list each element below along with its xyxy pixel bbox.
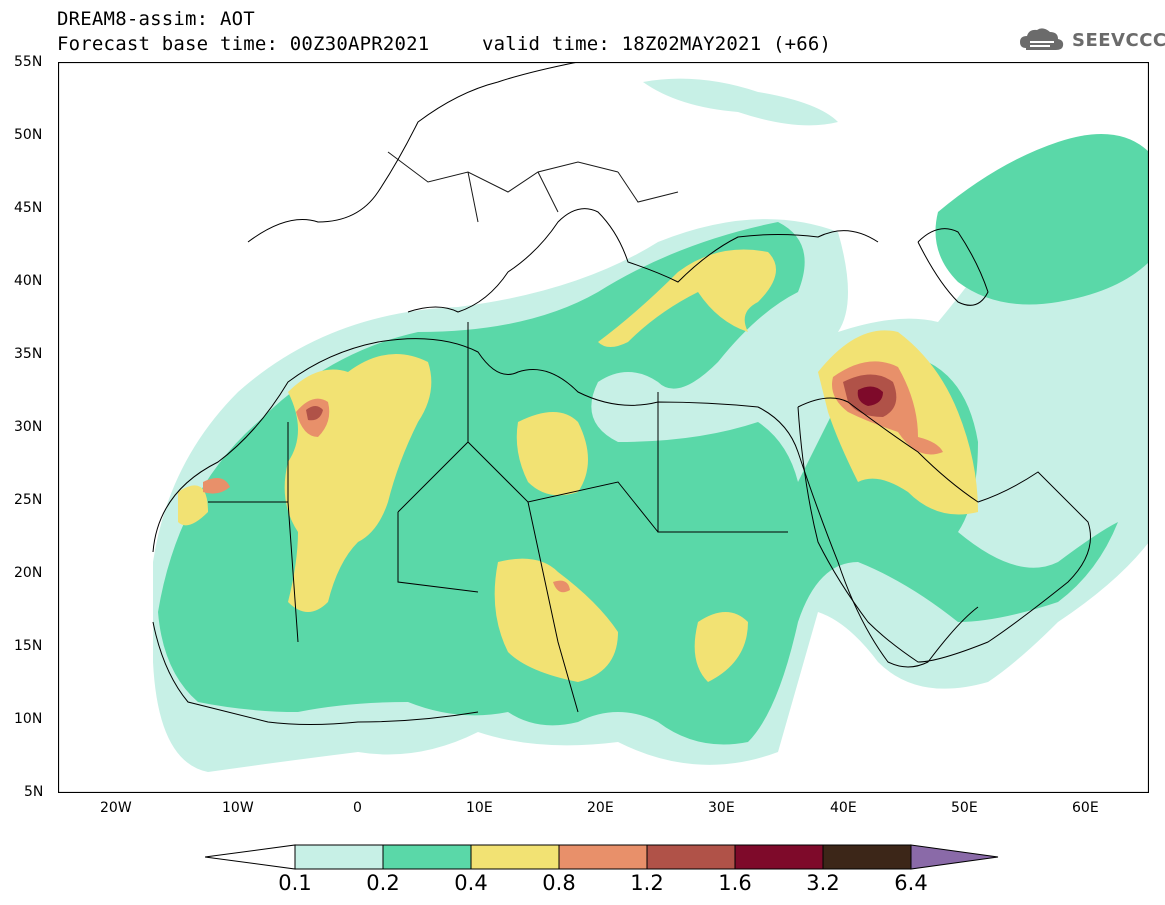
colorbar-swatch xyxy=(382,844,472,870)
lat-label: 45N xyxy=(14,200,43,216)
valid-time: valid time: 18Z02MAY2021 (+66) xyxy=(482,33,832,55)
colorbar-label: 1.6 xyxy=(718,871,752,895)
colorbar-label: 0.8 xyxy=(542,871,576,895)
lat-label: 30N xyxy=(14,419,43,435)
aot-level-0.8-mauritania xyxy=(203,478,230,494)
lon-label: 10E xyxy=(466,800,493,816)
coastline-africa xyxy=(152,338,979,668)
colorbar-swatch xyxy=(470,844,560,870)
aot-level-0.4-west xyxy=(178,485,208,526)
colorbar-swatch xyxy=(822,844,912,870)
border-egypt xyxy=(657,392,788,533)
colorbar-swatch xyxy=(294,844,384,870)
colorbar xyxy=(205,844,999,870)
aot-level-0.4-chad xyxy=(494,558,618,682)
colorbar-max-arrow xyxy=(910,844,999,870)
border-caspian xyxy=(917,228,989,306)
lon-label: 50E xyxy=(951,800,978,816)
colorbar-label: 3.2 xyxy=(806,871,840,895)
aot-level-0.1-north xyxy=(643,78,838,126)
colorbar-label: 0.4 xyxy=(454,871,488,895)
title-line-1: DREAM8-assim: AOT xyxy=(57,8,255,30)
forecast-base-time: Forecast base time: 00Z30APR2021 xyxy=(57,33,430,55)
colorbar-label: 6.4 xyxy=(894,871,928,895)
coastline-west-africa xyxy=(152,621,479,725)
aot-level-0.8-chad xyxy=(553,580,570,593)
lat-label: 5N xyxy=(24,784,44,800)
colorbar-label: 0.1 xyxy=(278,871,312,895)
aot-level-0.4-libya xyxy=(516,412,588,496)
aot-level-0.2 xyxy=(158,222,1118,745)
colorbar-swatch xyxy=(646,844,736,870)
colorbar-label: 1.2 xyxy=(630,871,664,895)
lat-label: 25N xyxy=(14,492,43,508)
lon-label: 20W xyxy=(100,800,132,816)
colorbar-swatch xyxy=(558,844,648,870)
colorbar-swatch xyxy=(734,844,824,870)
lat-label: 10N xyxy=(14,711,43,727)
aot-level-0.4-greece xyxy=(598,249,776,347)
lat-label: 35N xyxy=(14,346,43,362)
lat-label: 20N xyxy=(14,565,43,581)
lon-label: 30E xyxy=(708,800,735,816)
aot-level-0.2-east xyxy=(935,134,1149,305)
lon-label: 60E xyxy=(1072,800,1099,816)
coastline-europe xyxy=(247,62,879,313)
border-europe xyxy=(387,151,679,223)
colorbar-label: 0.2 xyxy=(366,871,400,895)
coastline-arabia xyxy=(797,397,1091,663)
logo-text: SEEVCCC xyxy=(1072,30,1165,51)
aot-map xyxy=(58,62,1149,793)
aot-level-1.2-morocco xyxy=(306,406,323,421)
border-sahel xyxy=(208,422,579,713)
colorbar-min-arrow xyxy=(205,844,296,870)
lon-label: 40E xyxy=(830,800,857,816)
lat-label: 55N xyxy=(14,54,43,70)
lon-label: 10W xyxy=(222,800,254,816)
lat-label: 50N xyxy=(14,127,43,143)
lat-label: 40N xyxy=(14,273,43,289)
cloud-icon xyxy=(1020,28,1064,50)
lon-label: 20E xyxy=(587,800,614,816)
border-algeria-libya xyxy=(397,322,659,533)
aot-level-1.6-iraq xyxy=(857,386,883,406)
lat-label: 15N xyxy=(14,638,43,654)
lon-label: 0 xyxy=(353,800,362,816)
aot-level-0.4-sudan xyxy=(694,612,748,682)
